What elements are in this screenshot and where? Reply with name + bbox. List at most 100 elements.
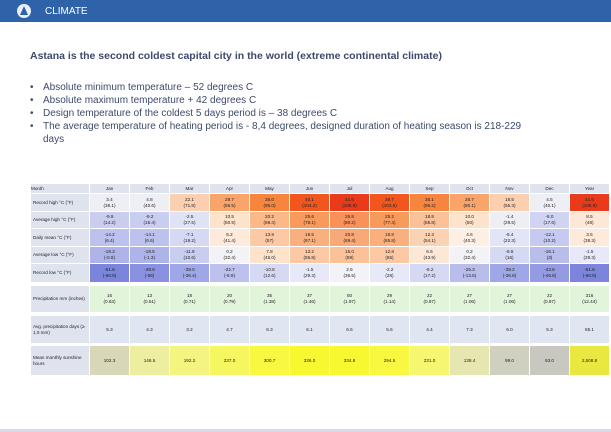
table-cell: 13 (0.51) — [129, 285, 170, 313]
bullet: Absolute minimum temperature – 52 degree… — [30, 81, 530, 94]
table-row: Record high °C (°F) 3.4 (38.1) 4.8 (40.6) 2… — [30, 193, 610, 212]
table-cell: -7.1 (19.2) — [169, 228, 210, 247]
table-cell: 5.3 — [89, 315, 130, 344]
table-cell: 20.8 (69.4) — [329, 228, 370, 247]
table-cell: 316 (12.44) — [569, 285, 610, 313]
table-cell: -48.9 (-56) — [129, 263, 170, 283]
table-cell: -51.6 (-60.9) — [89, 263, 130, 283]
table-cell: 18 (0.71) — [169, 285, 210, 313]
table-row: Average high °C (°F) -9.9 (14.2) -9.2 (15.… — [30, 211, 610, 229]
table-cell: 26.7 (80.1) — [449, 193, 490, 212]
row-label: Daily mean °C (°F) — [30, 228, 90, 247]
table-cell: 5.3 — [529, 315, 570, 344]
table-cell: 7.3 — [449, 315, 490, 344]
table-cell: -8.8 (16) — [489, 246, 530, 264]
table-cell: -9.9 (14.2) — [89, 211, 130, 229]
table-cell: 336.0 — [289, 345, 330, 376]
column-header: Jan — [89, 183, 130, 194]
column-header: Oct — [449, 183, 490, 194]
table-cell: 3.4 (38.1) — [89, 193, 130, 212]
table-cell: 13.2 (55.8) — [289, 246, 330, 264]
table-cell: 6.6 — [329, 315, 370, 344]
table-cell: 4.5 (40.1) — [529, 193, 570, 212]
table-cell: -18.3 (-0.9) — [89, 246, 130, 264]
column-header: Dec — [529, 183, 570, 194]
table-cell: 4.3 — [129, 315, 170, 344]
table-cell: 6.0 — [489, 315, 530, 344]
table-cell: 37 (1.46) — [289, 285, 330, 313]
table-cell: 27 (1.06) — [489, 285, 530, 313]
table-cell: -14.2 (6.4) — [89, 228, 130, 247]
table-cell: -22.7 (-8.9) — [209, 263, 250, 283]
column-header: Apr — [209, 183, 250, 194]
table-cell: 192.2 — [169, 345, 210, 376]
table-cell: -11.9 (10.6) — [169, 246, 210, 264]
table-cell: 0.2 (32.4) — [449, 246, 490, 264]
row-label: Record high °C (°F) — [30, 193, 90, 212]
table-cell: 2.5 (36.5) — [329, 263, 370, 283]
table-cell: -12.1 (10.2) — [529, 228, 570, 247]
column-header: May — [249, 183, 290, 194]
column-header: Feb — [129, 183, 170, 194]
column-header: Nov — [489, 183, 530, 194]
column-header: Jul — [329, 183, 370, 194]
row-label: Precipitation mm (inches) — [30, 285, 90, 313]
table-cell: 3.2 — [169, 315, 210, 344]
table-row: Daily mean °C (°F) -14.2 (6.4) -14.1 (6.6)… — [30, 228, 610, 247]
table-cell: 19.5 (67.1) — [289, 228, 330, 247]
bullet: Absolute maximum temperature + 42 degree… — [30, 94, 530, 107]
table-row: Mean monthly sunshine hours 102.3 148.5 192… — [30, 345, 610, 376]
table-cell: -38.2 (-36.8) — [489, 263, 530, 283]
table-row: Avg. precipitation days (≥ 1.0 mm) 5.3 4.3… — [30, 315, 610, 344]
table-cell: -9.2 (15.4) — [129, 211, 170, 229]
table-cell: 3.5 (38.3) — [569, 228, 610, 247]
table-cell: -18.5 (-1.3) — [129, 246, 170, 264]
table-cell: 20.2 (68.4) — [249, 211, 290, 229]
table-cell: 6.3 — [249, 315, 290, 344]
table-cell: 6.1 — [289, 315, 330, 344]
table-cell: 4.8 (40.6) — [129, 193, 170, 212]
table-cell: 22.1 (71.8) — [169, 193, 210, 212]
table-cell: 300.7 — [249, 345, 290, 376]
table-cell: 237.0 — [209, 345, 250, 376]
table-row: Average low °C (°F) -18.3 (-0.9) -18.5 (-1… — [30, 246, 610, 264]
table-cell: 39.7 (103.5) — [369, 193, 410, 212]
table-cell: 4.4 — [409, 315, 450, 344]
logo — [17, 4, 31, 18]
table-cell: -5.4 (22.3) — [489, 228, 530, 247]
table-cell: -2.2 (28) — [369, 263, 410, 283]
table-cell: 18.8 (65.8) — [369, 228, 410, 247]
table-cell: 50 (1.97) — [329, 285, 370, 313]
column-header: Aug — [369, 183, 410, 194]
table-cell: -14.1 (6.6) — [129, 228, 170, 247]
table-cell: -1.4 (29.5) — [489, 211, 530, 229]
table-cell: 25.6 (78.1) — [289, 211, 330, 229]
table-cell: 2,508.8 — [569, 345, 610, 376]
table-cell: -1.5 (29.3) — [289, 263, 330, 283]
climate-table: Month Jan Feb Mar Apr May Jun Jul Aug Sep Oct Nov De… — [30, 183, 610, 376]
table-cell: 5.2 (41.4) — [209, 228, 250, 247]
table-cell: 35 (1.38) — [249, 285, 290, 313]
table-cell: 18.5 (65.3) — [489, 193, 530, 212]
row-label: Avg. precipitation days (≥ 1.0 mm) — [30, 315, 90, 344]
table-cell: 102.3 — [89, 345, 130, 376]
table-cell: 40.1 (104.2) — [289, 193, 330, 212]
table-cell: -38.0 (-36.4) — [169, 263, 210, 283]
table-cell: 10.5 (50.9) — [209, 211, 250, 229]
column-header: Mar — [169, 183, 210, 194]
table-cell: 27 (1.06) — [449, 285, 490, 313]
table-cell: 41.6 (106.9) — [569, 193, 610, 212]
table-cell: 8.5 (48) — [569, 211, 610, 229]
table-cell: 35.0 (95.0) — [249, 193, 290, 212]
row-label: Record low °C (°F) — [30, 263, 90, 283]
table-cell: 12.3 (54.1) — [409, 228, 450, 247]
table-cell: 12.8 (55) — [369, 246, 410, 264]
top-bar: CLIMATE — [0, 0, 611, 22]
table-cell: 99.0 — [489, 345, 530, 376]
row-label: Average low °C (°F) — [30, 246, 90, 264]
table-cell: 65.1 — [569, 315, 610, 344]
table-cell: 231.0 — [409, 345, 450, 376]
table-cell: 0.2 (32.4) — [209, 246, 250, 264]
bullet: Design temperature of the coldest 5 days… — [30, 107, 530, 120]
heading: Astana is the second coldest capital cit… — [30, 50, 442, 62]
